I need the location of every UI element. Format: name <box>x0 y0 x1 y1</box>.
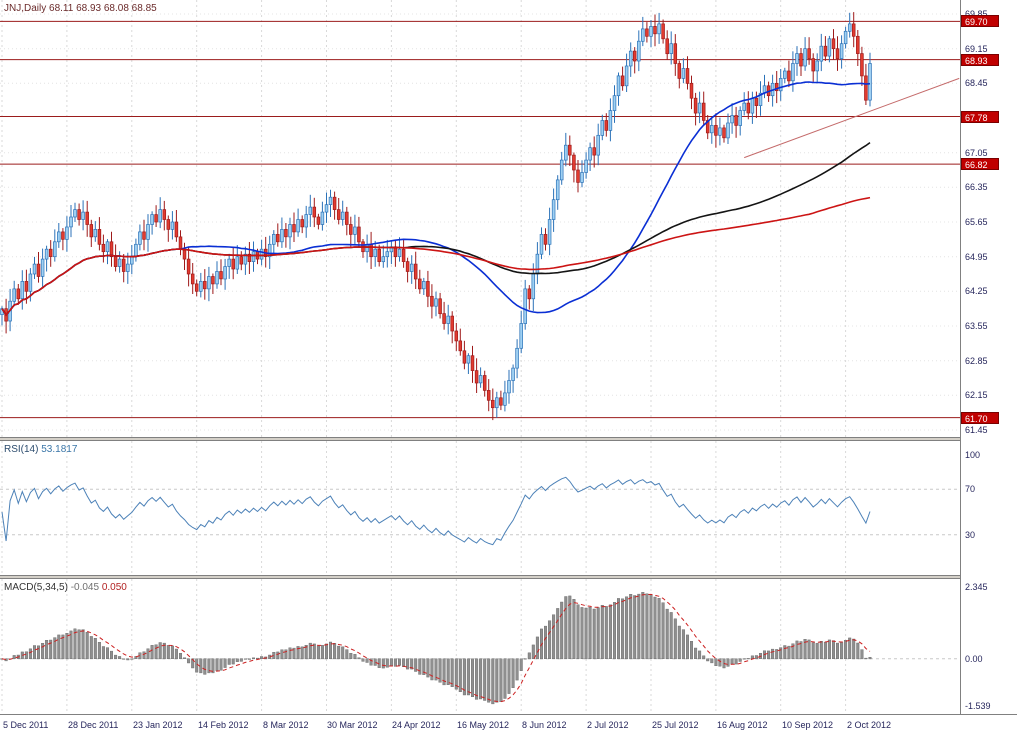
price-tick-label: 62.15 <box>965 390 988 400</box>
macd-signal-line[interactable] <box>1 593 871 703</box>
price-tick-label: 63.55 <box>965 321 988 331</box>
rsi-tick-label: 70 <box>965 484 976 494</box>
rsi-name: RSI(14) <box>4 444 39 455</box>
chart-symbol-title: JNJ,Daily 68.11 68.93 68.08 68.85 <box>4 3 157 14</box>
price-tick-label: 64.25 <box>965 286 988 296</box>
macd-canvas[interactable] <box>0 579 960 714</box>
price-tick-label: 61.45 <box>965 425 988 435</box>
price-level-badge: 67.78 <box>961 111 999 123</box>
time-axis-label: 2 Oct 2012 <box>847 720 892 730</box>
time-axis-divider <box>0 714 1017 715</box>
time-axis-label: 23 Jan 2012 <box>133 720 183 730</box>
rsi-indicator-label: RSI(14) 53.1817 <box>4 444 77 455</box>
trendline[interactable] <box>744 77 960 159</box>
macd-main-value: -0.045 <box>70 582 100 593</box>
price-level-badge: 69.70 <box>961 15 999 27</box>
time-axis-label: 28 Dec 2011 <box>68 720 119 730</box>
macd-indicator-label: MACD(5,34,5) -0.045 0.050 <box>4 582 127 593</box>
time-axis-label: 10 Sep 2012 <box>782 720 834 730</box>
price-tick-label: 66.35 <box>965 182 988 192</box>
macd-tick-label: -1.539 <box>965 701 991 711</box>
time-axis-label: 16 Aug 2012 <box>717 720 768 730</box>
time-axis-label: 8 Jun 2012 <box>522 720 567 730</box>
time-axis-label: 16 May 2012 <box>457 720 510 730</box>
time-axis-label: 8 Mar 2012 <box>263 720 309 730</box>
price-axis[interactable]: 69.85 69.15 68.45 67.05 66.35 65.65 64.95 64.25… <box>961 0 1017 714</box>
macd-name: MACD(5,34,5) <box>4 582 68 593</box>
price-level-badge: 66.82 <box>961 158 999 170</box>
rsi-value: 53.1817 <box>41 444 78 455</box>
macd-tick-label: 2.345 <box>965 582 988 592</box>
time-axis-label: 14 Feb 2012 <box>198 720 249 730</box>
price-chart-canvas[interactable] <box>0 0 960 437</box>
rsi-indicator-panel: RSI(14) 53.1817 <box>0 441 960 575</box>
rsi-tick-label: 30 <box>965 530 976 540</box>
price-tick-label: 68.45 <box>965 78 988 88</box>
time-axis-label: 30 Mar 2012 <box>327 720 378 730</box>
price-tick-label: 69.15 <box>965 44 988 54</box>
moving-average-line-1[interactable] <box>1 141 871 317</box>
macd-indicator-panel: MACD(5,34,5) -0.045 0.050 MetaTrader, © … <box>0 579 960 714</box>
panel-separator[interactable] <box>0 575 1017 579</box>
macd-signal-value: 0.050 <box>101 582 127 593</box>
macd-histogram[interactable] <box>0 592 872 705</box>
grid-layer <box>0 441 960 575</box>
time-axis[interactable]: 5 Dec 2011 28 Dec 2011 23 Jan 2012 14 Feb 2… <box>0 715 1017 736</box>
level-lines-layer <box>0 20 960 419</box>
price-tick-label: 62.85 <box>965 356 988 366</box>
rsi-canvas[interactable] <box>0 441 960 575</box>
time-axis-label: 24 Apr 2012 <box>392 720 441 730</box>
price-tick-label: 64.95 <box>965 252 988 262</box>
candles-layer[interactable] <box>0 12 872 421</box>
main-chart-panel: JNJ,Daily 68.11 68.93 68.08 68.85 <box>0 0 960 437</box>
time-axis-label: 25 Jul 2012 <box>652 720 699 730</box>
price-tick-label: 65.65 <box>965 217 988 227</box>
time-axis-label: 2 Jul 2012 <box>587 720 629 730</box>
macd-tick-label: 0.00 <box>965 654 983 664</box>
moving-average-line-2[interactable] <box>1 196 871 317</box>
rsi-tick-label: 100 <box>965 450 981 460</box>
price-tick-label: 67.05 <box>965 148 988 158</box>
panel-separator[interactable] <box>0 437 1017 441</box>
price-level-badge: 68.93 <box>961 54 999 66</box>
price-tick-label: 69.85 <box>965 9 988 19</box>
rsi-line[interactable] <box>1 476 871 546</box>
price-level-badge: 61.70 <box>961 412 999 424</box>
time-axis-label: 5 Dec 2011 <box>3 720 49 730</box>
axis-divider <box>960 0 961 714</box>
